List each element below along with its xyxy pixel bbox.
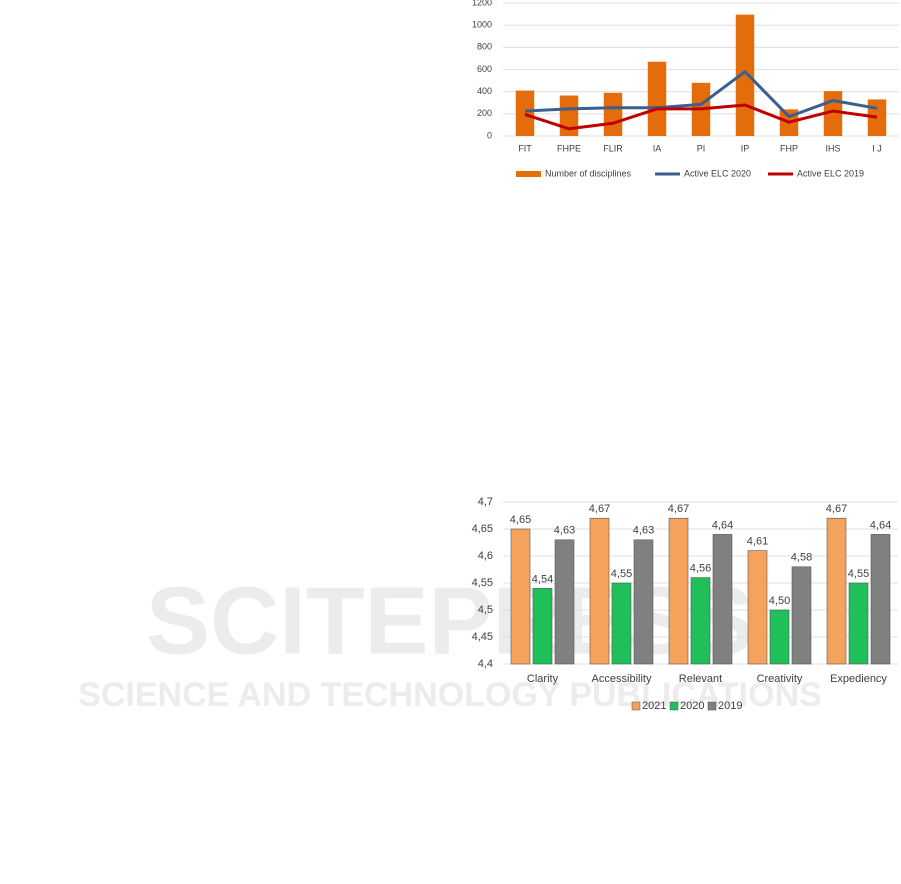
data-label: 4,61 [747, 536, 768, 548]
bar [747, 550, 768, 665]
bar [769, 609, 790, 665]
y-tick-label: 1000 [472, 20, 492, 30]
y-tick-label: 4,45 [472, 631, 493, 643]
bar [712, 534, 733, 665]
x-tick-label: IP [741, 143, 750, 153]
data-label: 4,64 [870, 519, 891, 531]
x-tick-label: IHS [825, 143, 840, 153]
legend-label: 2020 [680, 700, 704, 712]
data-label: 4,67 [589, 503, 610, 515]
bar [668, 517, 689, 665]
legend-label: Number of disciplines [545, 168, 632, 178]
x-tick-label: FLIR [603, 143, 623, 153]
legend-label: Active ELC 2019 [797, 168, 864, 178]
x-tick-label: I J [872, 143, 882, 153]
legend-swatch [516, 171, 541, 177]
y-tick-label: 800 [477, 42, 492, 52]
y-tick-label: 400 [477, 86, 492, 96]
y-tick-label: 4,65 [472, 523, 493, 535]
data-label: 4,63 [633, 525, 654, 537]
x-tick-label: Relevant [679, 673, 722, 685]
line-series [524, 103, 878, 131]
legend-label: 2019 [718, 700, 742, 712]
bar [611, 582, 632, 665]
bar [647, 61, 667, 136]
x-tick-label: Clarity [527, 673, 559, 685]
data-label: 4,67 [826, 503, 847, 515]
bar [603, 92, 623, 136]
data-label: 4,63 [554, 525, 575, 537]
y-tick-label: 4,4 [478, 658, 493, 670]
y-tick-label: 4,6 [478, 550, 493, 562]
y-tick-label: 600 [477, 64, 492, 74]
data-label: 4,54 [532, 573, 553, 585]
x-tick-label: FIT [518, 143, 532, 153]
line-series [524, 70, 878, 119]
bar [791, 566, 812, 665]
data-label: 4,55 [848, 568, 869, 580]
data-label: 4,67 [668, 503, 689, 515]
watermark-subtitle: SCIENCE AND TECHNOLOGY PUBLICATIONS [78, 676, 822, 714]
legend-label: Active ELC 2020 [684, 168, 751, 178]
bar [848, 582, 869, 665]
bar [870, 534, 891, 665]
data-label: 4,55 [611, 568, 632, 580]
bar [690, 577, 711, 665]
data-label: 4,56 [690, 563, 711, 575]
x-tick-label: FHPE [557, 143, 581, 153]
bar [589, 517, 610, 665]
bar [826, 517, 847, 665]
x-tick-label: Accessibility [592, 673, 652, 685]
y-tick-label: 0 [487, 130, 492, 140]
bar [515, 90, 535, 136]
x-tick-label: PI [697, 143, 706, 153]
x-tick-label: IA [653, 143, 662, 153]
bar [633, 539, 654, 665]
x-tick-label: Creativity [757, 673, 803, 685]
legend-swatch [631, 701, 641, 711]
watermark-title: SCITEPRESS [146, 567, 754, 674]
bar [532, 588, 553, 665]
x-tick-label: Expediency [830, 673, 887, 685]
chart-1: 0 200 400 600 800 1000 1200 FIT FHPE FLIR IA PI IP FH… [472, 0, 899, 178]
data-label: 4,58 [791, 552, 812, 564]
y-tick-label: 200 [477, 108, 492, 118]
y-tick-label: 4,55 [472, 577, 493, 589]
bar [554, 539, 575, 665]
y-tick-label: 4,7 [478, 496, 493, 508]
data-label: 4,50 [769, 595, 790, 607]
legend-swatch [707, 701, 717, 711]
legend-swatch [669, 701, 679, 711]
bar [510, 528, 531, 665]
data-label: 4,64 [712, 519, 733, 531]
data-label: 4,65 [510, 514, 531, 526]
legend-label: 2021 [642, 700, 666, 712]
chart-2: 4,4 4,45 4,5 4,55 4,6 4,65 4,7 Clarity Accessibi… [472, 496, 898, 712]
y-tick-label: 4,5 [478, 604, 493, 616]
y-tick-label: 1200 [472, 0, 492, 7]
x-tick-label: FHP [780, 143, 798, 153]
